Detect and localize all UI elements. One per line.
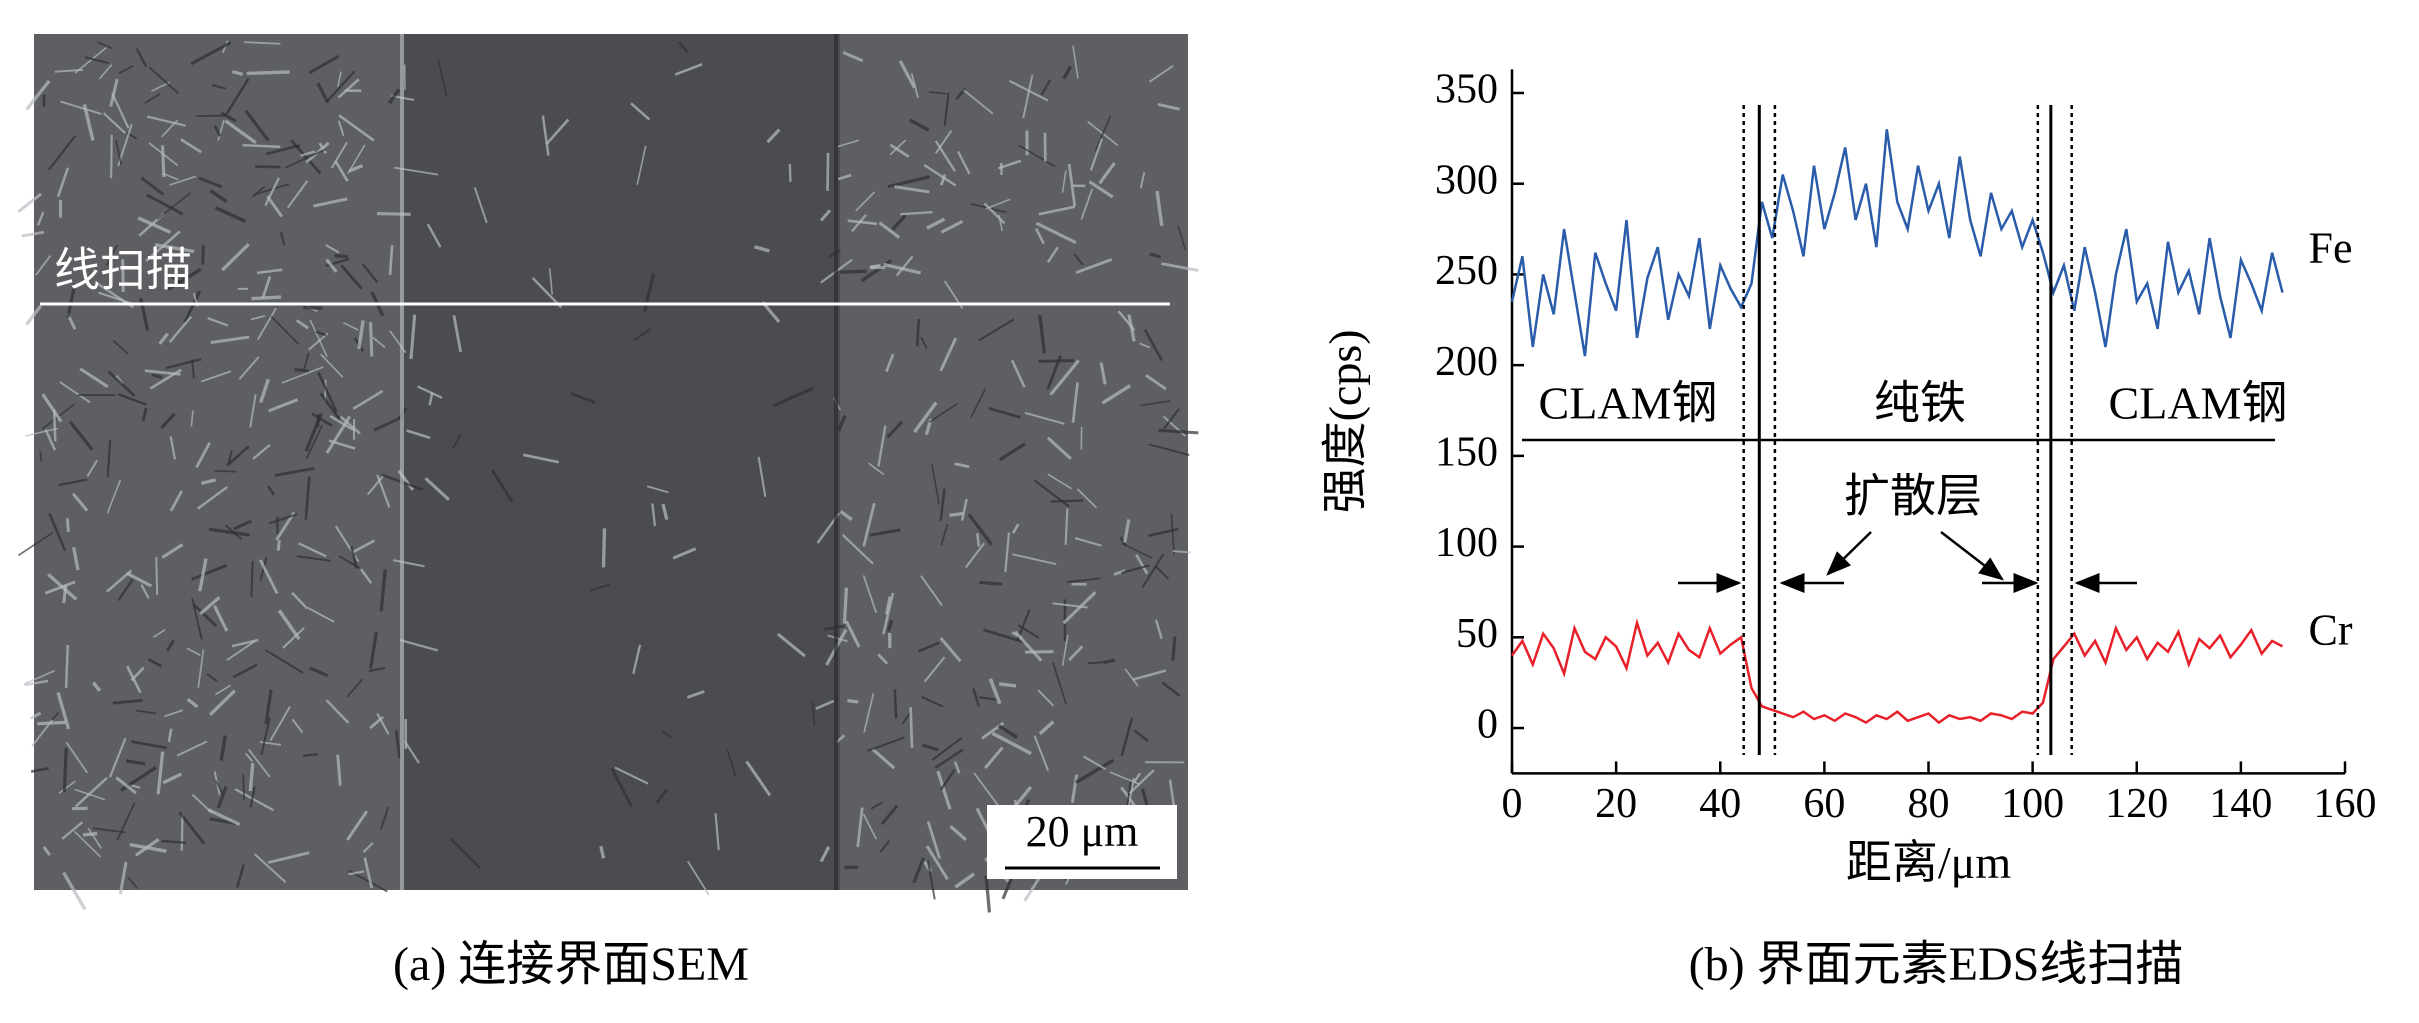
texture-stroke (64, 585, 66, 603)
annotation: 扩散层 (1844, 471, 1982, 522)
x-tick-label: 0 (1502, 781, 1523, 827)
annotation: 纯铁 (1874, 378, 1966, 429)
scan-label: 线扫描 (54, 245, 192, 296)
texture-stroke (251, 561, 252, 597)
y-tick-label: 150 (1435, 430, 1498, 476)
texture-stroke (603, 528, 604, 567)
texture-stroke (1088, 662, 1105, 663)
arrow (1941, 532, 2002, 579)
y-tick-label: 350 (1435, 67, 1498, 113)
series-label: Cr (2309, 605, 2353, 654)
texture-stroke (980, 582, 1002, 584)
texture-stroke (163, 145, 164, 177)
y-tick-label: 50 (1456, 611, 1498, 657)
texture-stroke (196, 115, 226, 116)
x-tick-label: 140 (2209, 781, 2272, 827)
x-tick-label: 80 (1908, 781, 1950, 827)
y-tick-label: 250 (1435, 248, 1498, 294)
texture-stroke (111, 135, 112, 178)
x-tick-label: 20 (1595, 781, 1637, 827)
arrow (1828, 532, 1871, 574)
y-tick-label: 200 (1435, 339, 1498, 385)
sem-image: 线扫描 20 μm (18, 34, 1198, 912)
series-line (1512, 623, 2283, 723)
texture-stroke (182, 814, 183, 851)
chart: 0 50 100 150 200 250 300 350 0 20 40 60 80 100 120 140 1… (1320, 67, 2377, 888)
texture-stroke (1039, 361, 1074, 362)
texture-stroke (1173, 637, 1175, 661)
scale-text: 20 μm (1026, 807, 1139, 856)
x-tick-label: 60 (1803, 781, 1845, 827)
texture-stroke (83, 834, 97, 835)
texture-stroke (917, 319, 919, 346)
texture-stroke (64, 748, 66, 793)
texture-stroke (847, 701, 858, 702)
texture-stroke (895, 689, 896, 718)
texture-stroke (844, 588, 846, 624)
caption-b: (b) 界面元素EDS线扫描 (1689, 938, 2184, 991)
texture-stroke (294, 370, 308, 371)
texture-stroke (977, 533, 979, 546)
texture-stroke (37, 722, 66, 723)
texture-stroke (278, 540, 279, 550)
y-tick-label: 300 (1435, 157, 1498, 203)
texture-stroke (911, 707, 913, 748)
texture-stroke (203, 245, 204, 264)
y-tick-label: 100 (1435, 520, 1498, 566)
y-tick-label: 0 (1477, 702, 1498, 748)
x-tick-label: 160 (2314, 781, 2377, 827)
texture-stroke (1051, 501, 1083, 502)
series-label: Fe (2309, 224, 2353, 273)
texture-stroke (66, 645, 68, 688)
texture-stroke (243, 774, 244, 800)
texture-stroke (1025, 652, 1053, 653)
annotation: CLAM钢 (1539, 378, 1718, 429)
texture-stroke (156, 557, 157, 595)
x-axis-label: 距离/μm (1846, 837, 2011, 888)
texture-stroke (840, 271, 867, 272)
texture-stroke (371, 322, 372, 356)
texture-stroke (827, 153, 828, 191)
texture-stroke (377, 214, 411, 215)
series-line (1512, 129, 2283, 356)
texture-stroke (334, 256, 347, 257)
texture-stroke (252, 297, 282, 299)
texture-stroke (54, 409, 55, 441)
y-axis-label: 强度(cps) (1320, 329, 1371, 513)
texture-stroke (214, 471, 236, 472)
texture-stroke (999, 684, 1016, 686)
annotation: CLAM钢 (2109, 378, 2288, 429)
caption-a: (a) 连接界面SEM (393, 938, 749, 991)
iron-band (400, 34, 840, 890)
texture-stroke (949, 514, 963, 516)
texture-stroke (1104, 660, 1115, 662)
x-tick-label: 40 (1699, 781, 1741, 827)
texture-stroke (303, 307, 322, 308)
x-tick-label: 120 (2105, 781, 2168, 827)
texture-stroke (247, 72, 290, 73)
texture-stroke (790, 164, 791, 182)
x-tick-label: 100 (2001, 781, 2064, 827)
texture-stroke (67, 518, 68, 531)
texture-stroke (303, 754, 318, 756)
